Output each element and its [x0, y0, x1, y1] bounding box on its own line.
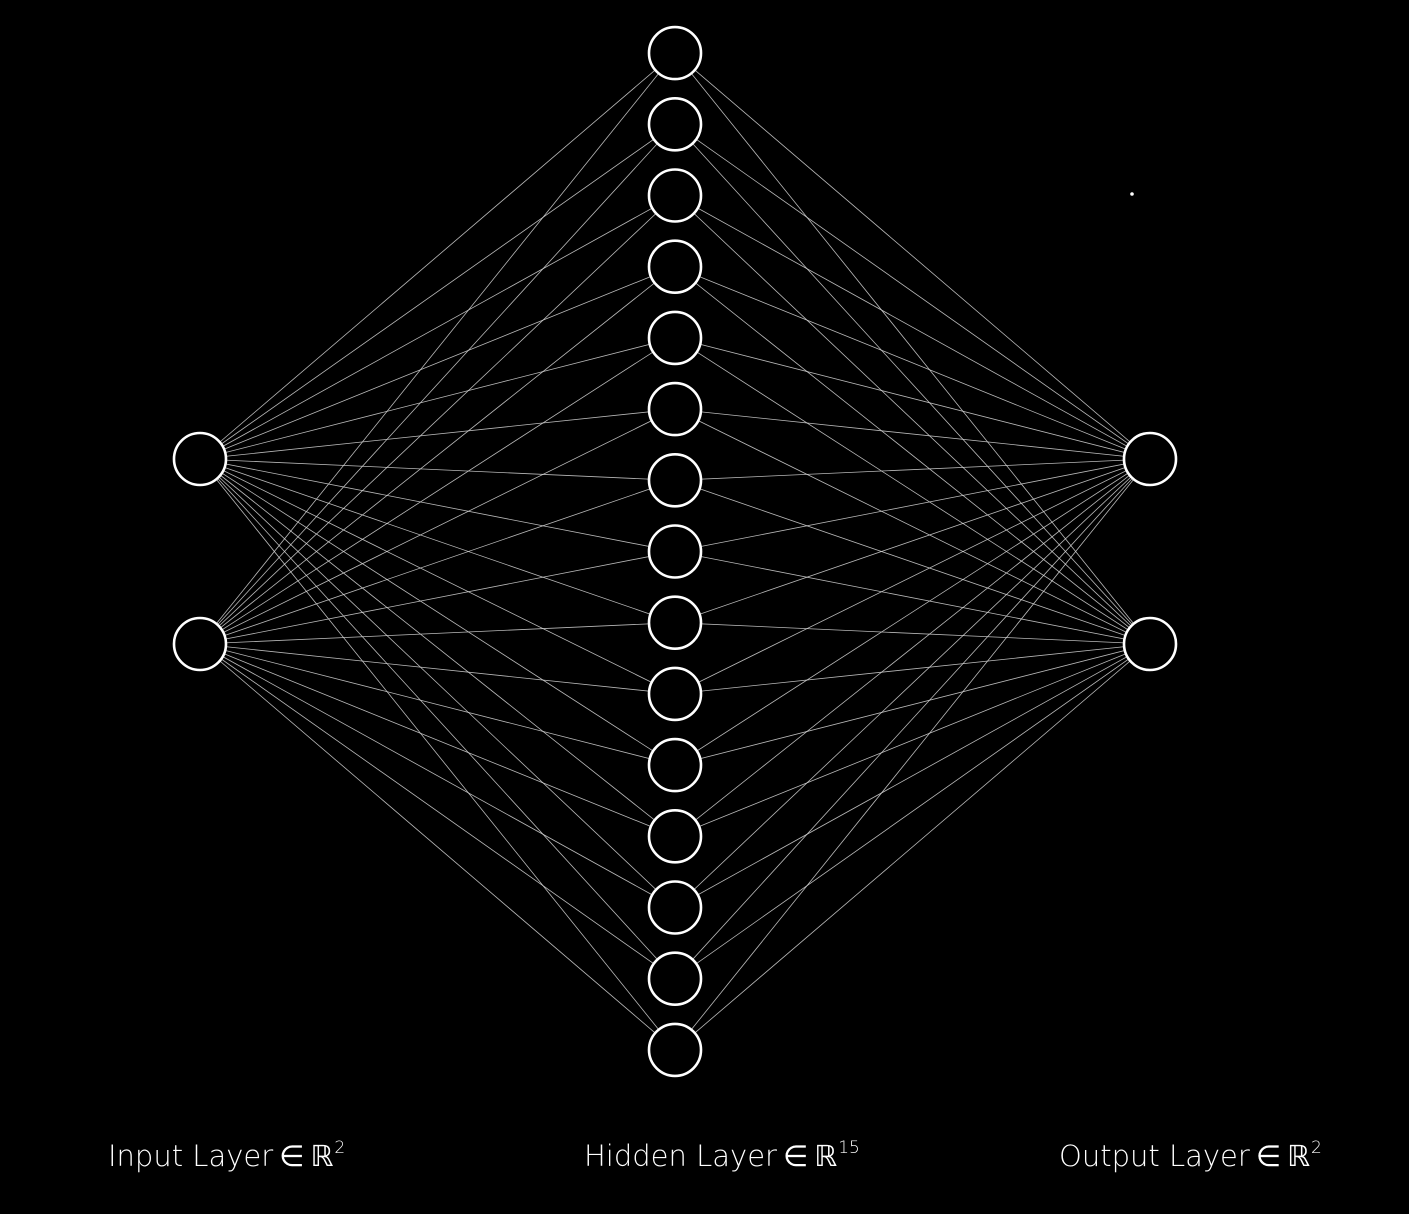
edge-1-13-0: [674, 458, 1151, 979]
edge-0-1-4: [199, 337, 676, 645]
edge-0-1-14: [199, 643, 676, 1051]
hidden-node-14: [647, 951, 703, 1007]
edge-1-5-1: [674, 408, 1151, 645]
edge-1-9-0: [674, 458, 1151, 695]
edge-1-4-1: [674, 337, 1151, 645]
output-layer-label: Output Layer ∈ ℝ2: [1059, 1136, 1322, 1176]
edge-1-0-1: [674, 52, 1151, 645]
hidden-node-8: [647, 524, 703, 579]
hidden-node-11: [647, 737, 703, 793]
edge-1-11-0: [674, 458, 1151, 837]
input-layer-symbol: ∈: [279, 1139, 305, 1173]
edge-1-7-0: [674, 458, 1151, 552]
edge-0-0-0: [199, 52, 676, 460]
edge-1-12-1: [674, 643, 1151, 908]
hidden-node-2: [647, 97, 703, 152]
edge-1-5-0: [674, 408, 1151, 460]
hidden-layer-dim: 15: [838, 1138, 860, 1158]
hidden-node-15: [647, 1022, 703, 1078]
input-node-1: [172, 431, 228, 487]
edge-0-1-7: [199, 551, 676, 645]
edge-0-0-9: [199, 458, 676, 695]
output-layer-name: Output Layer: [1059, 1139, 1250, 1173]
edge-1-7-1: [674, 551, 1151, 645]
edge-0-1-12: [199, 643, 676, 908]
edge-1-6-1: [674, 479, 1151, 645]
hidden-layer-name: Hidden Layer: [584, 1139, 777, 1173]
edge-1-0-0: [674, 52, 1151, 460]
edge-0-1-9: [199, 643, 676, 695]
output-node-1: [1122, 431, 1178, 487]
hidden-node-9: [647, 595, 703, 651]
edge-0-1-11: [199, 643, 676, 837]
input-layer-space: ℝ: [310, 1139, 334, 1173]
edge-1-6-0: [674, 458, 1151, 481]
edge-0-0-12: [199, 458, 676, 908]
edge-0-1-13: [199, 643, 676, 980]
input-layer-name: Input Layer: [108, 1139, 274, 1173]
output-layer-dim: 2: [1311, 1138, 1322, 1158]
stray-dot: [1130, 192, 1134, 196]
edge-0-1-10: [199, 643, 676, 766]
edge-0-1-5: [199, 408, 676, 645]
edge-1-2-1: [674, 195, 1151, 645]
edge-0-0-7: [199, 458, 676, 552]
hidden-layer-space: ℝ: [814, 1139, 838, 1173]
edge-1-3-1: [674, 266, 1151, 645]
edge-1-8-0: [674, 458, 1151, 624]
edge-0-1-8: [199, 622, 676, 645]
hidden-node-5: [647, 310, 703, 366]
hidden-layer-symbol: ∈: [782, 1139, 809, 1173]
edge-1-10-0: [674, 458, 1151, 766]
output-layer-space: ℝ: [1287, 1139, 1311, 1173]
edge-0-0-1: [199, 123, 676, 460]
edge-0-0-2: [199, 195, 676, 460]
edge-1-9-1: [674, 643, 1151, 695]
edge-0-0-6: [199, 458, 676, 481]
input-node-2: [172, 616, 228, 672]
edge-0-0-10: [199, 458, 676, 766]
edge-0-1-0: [199, 52, 676, 645]
edge-1-8-1: [674, 622, 1151, 645]
input-layer-label: Input Layer ∈ ℝ2: [108, 1136, 345, 1176]
edge-0-0-4: [199, 337, 676, 460]
hidden-node-10: [647, 666, 703, 722]
edge-1-12-0: [674, 458, 1151, 908]
hidden-node-7: [647, 452, 703, 508]
edge-1-14-1: [674, 643, 1151, 1051]
edge-1-13-1: [674, 643, 1151, 980]
edge-0-0-8: [199, 458, 676, 624]
hidden-node-12: [647, 808, 703, 864]
hidden-node-4: [647, 239, 703, 295]
hidden-layer-label: Hidden Layer ∈ ℝ15: [584, 1136, 860, 1176]
edge-0-1-6: [199, 479, 676, 645]
edge-1-11-1: [674, 643, 1151, 837]
edge-0-1-2: [199, 195, 676, 645]
edge-0-0-14: [199, 458, 676, 1051]
edge-0-1-3: [199, 266, 676, 645]
edge-1-14-0: [674, 458, 1151, 1051]
edge-1-10-1: [674, 643, 1151, 766]
edge-0-0-3: [199, 266, 676, 460]
node-group: [172, 25, 1178, 1078]
edge-1-4-0: [674, 337, 1151, 460]
input-layer-dim: 2: [334, 1138, 346, 1158]
edge-1-2-0: [674, 195, 1151, 460]
edge-0-0-5: [199, 408, 676, 460]
hidden-node-3: [647, 168, 703, 223]
edge-0-0-11: [199, 458, 676, 837]
hidden-node-6: [647, 381, 703, 437]
hidden-node-13: [647, 880, 703, 935]
hidden-node-1: [647, 25, 703, 81]
edge-1-3-0: [674, 266, 1151, 460]
output-layer-symbol: ∈: [1255, 1139, 1282, 1173]
edge-group: [199, 52, 1151, 1051]
output-node-2: [1122, 616, 1178, 672]
edge-1-1-0: [674, 123, 1151, 460]
edge-0-1-1: [199, 124, 676, 645]
